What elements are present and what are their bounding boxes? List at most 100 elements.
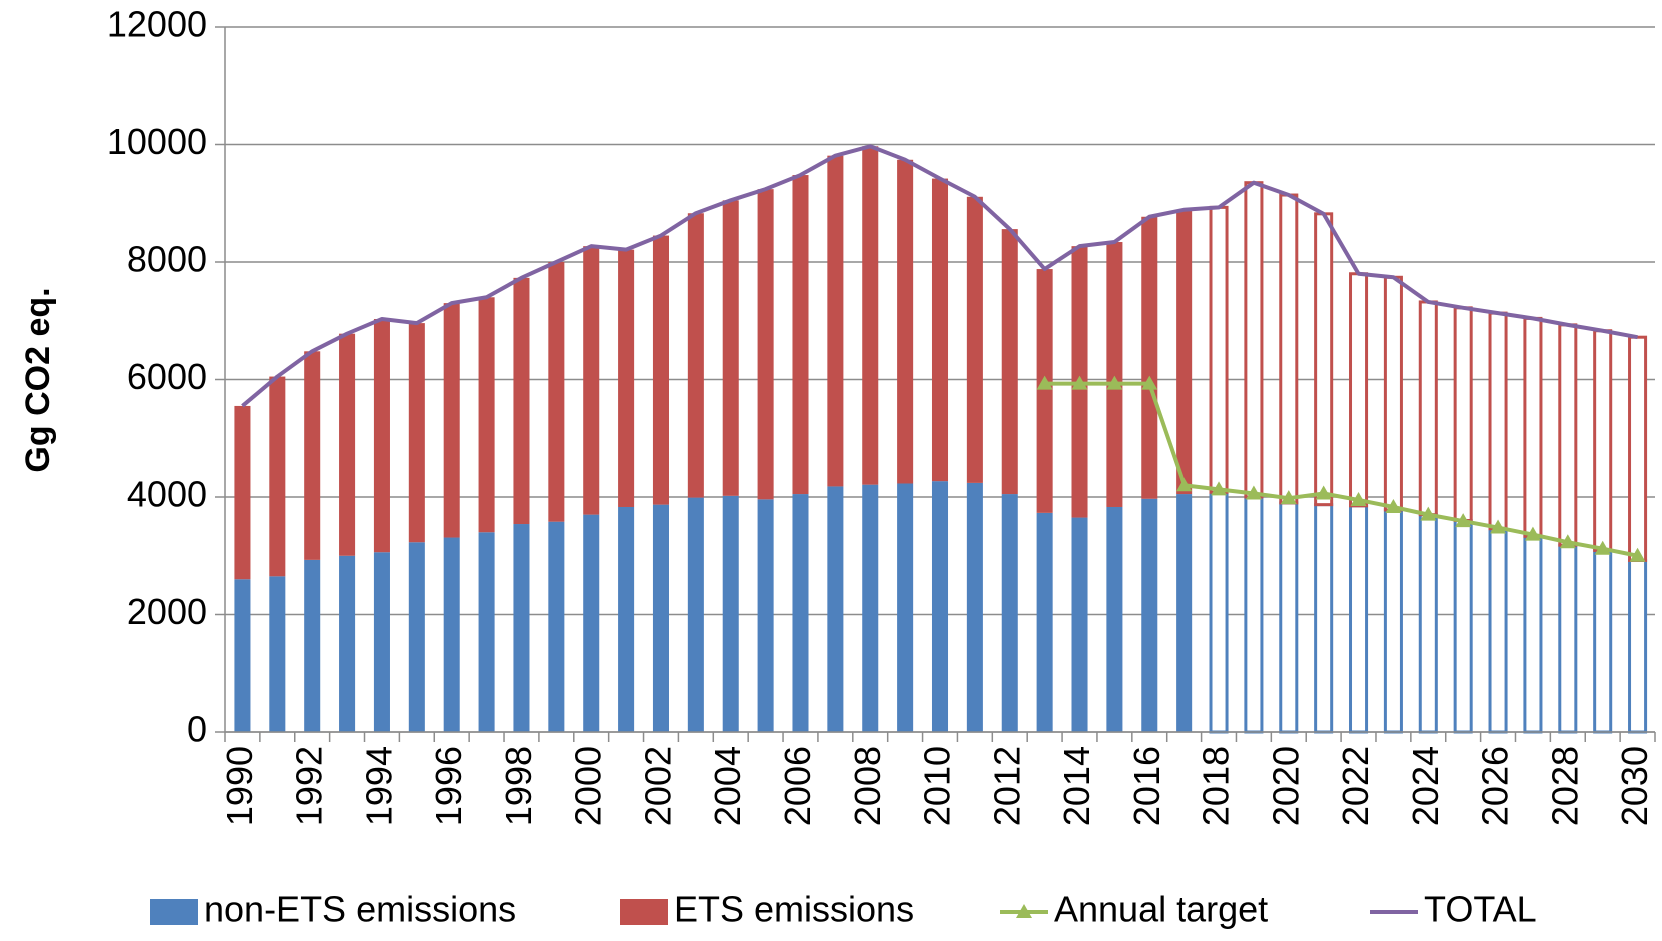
marker [1420, 506, 1437, 521]
bar [513, 524, 530, 732]
marker [1036, 375, 1053, 390]
x-tick-label: 2030 [1614, 746, 1655, 826]
bar [1244, 181, 1264, 499]
y-tick-label: 0 [187, 709, 207, 750]
x-tick-label: 1996 [428, 746, 469, 826]
bar [757, 189, 774, 500]
legend-swatch [620, 899, 668, 925]
bar [1628, 558, 1648, 734]
bar [1071, 517, 1088, 732]
marker [1141, 375, 1158, 390]
bar [897, 483, 914, 732]
bar [618, 506, 635, 732]
bar [652, 504, 669, 732]
bar [304, 351, 321, 560]
bar [862, 146, 879, 485]
bar [1209, 490, 1229, 734]
x-tick-label: 2016 [1126, 746, 1167, 826]
y-tick-label: 2000 [127, 591, 207, 632]
legend-marker [1016, 904, 1032, 918]
bar [1628, 335, 1648, 562]
bar [792, 175, 809, 495]
x-tick-label: 2026 [1475, 746, 1516, 826]
line [1044, 381, 1638, 558]
legend-label: TOTAL [1424, 889, 1537, 930]
bar [1314, 503, 1334, 734]
bar [478, 297, 495, 533]
y-axis-title: Gg CO2 eq. [19, 287, 57, 472]
bar [1349, 504, 1369, 734]
bar [827, 155, 844, 487]
bar [1141, 216, 1158, 499]
x-tick-label: 2008 [847, 746, 888, 826]
bar [1314, 212, 1334, 507]
marker [1071, 375, 1088, 390]
legend-label: ETS emissions [674, 889, 914, 930]
marker [1524, 526, 1541, 541]
y-tick-label: 12000 [107, 4, 207, 45]
bar [1209, 205, 1229, 494]
marker [1455, 513, 1472, 528]
bar [478, 532, 495, 732]
marker [1629, 547, 1646, 562]
y-tick-label: 4000 [127, 474, 207, 515]
x-tick-label: 2006 [777, 746, 818, 826]
line [241, 144, 1638, 408]
x-tick-label: 1990 [219, 746, 260, 826]
bar [792, 494, 809, 732]
bar [548, 262, 565, 522]
bar [687, 213, 704, 498]
marker [1245, 485, 1262, 500]
bar [269, 376, 286, 577]
bar [757, 499, 774, 732]
bar [1418, 513, 1438, 734]
x-tick-label: 2022 [1335, 746, 1376, 826]
bar [1036, 269, 1053, 513]
bar [1279, 193, 1299, 505]
bar [339, 555, 356, 732]
bar [1244, 495, 1264, 734]
bar [1453, 519, 1473, 734]
bar [583, 246, 600, 515]
x-tick-label: 2000 [568, 746, 609, 826]
marker [1385, 498, 1402, 513]
marker [1490, 519, 1507, 534]
bar [1558, 323, 1578, 547]
bar [1558, 543, 1578, 734]
bar [897, 159, 914, 484]
x-tick-label: 2004 [707, 746, 748, 826]
legend-label: non-ETS emissions [204, 889, 516, 930]
bar [234, 405, 251, 580]
y-tick-label: 10000 [107, 121, 207, 162]
bar [583, 514, 600, 732]
x-tick-label: 2024 [1405, 746, 1446, 826]
bar [339, 333, 356, 556]
bar [1593, 329, 1613, 552]
bar [408, 542, 425, 732]
bar [1488, 311, 1508, 531]
bar [931, 481, 949, 732]
bar [862, 484, 879, 732]
x-tick-label: 1992 [289, 746, 330, 826]
x-tick-label: 2020 [1265, 746, 1306, 826]
bar [1001, 229, 1018, 495]
x-tick-label: 1998 [498, 746, 539, 826]
x-tick-label: 2014 [1056, 746, 1097, 826]
bar [966, 196, 983, 483]
bar [234, 579, 251, 732]
bar [722, 495, 739, 732]
y-tick-label: 6000 [127, 356, 207, 397]
bar [1106, 506, 1123, 732]
bar [1279, 501, 1299, 734]
bar [548, 521, 565, 732]
bar [408, 323, 425, 543]
bar [1523, 316, 1543, 538]
bar [722, 200, 739, 496]
bar [1036, 512, 1053, 732]
bar [1453, 306, 1473, 523]
x-tick-label: 2012 [986, 746, 1027, 826]
bar [373, 552, 390, 732]
x-tick-label: 2002 [637, 746, 678, 826]
legend-swatch [150, 899, 198, 925]
